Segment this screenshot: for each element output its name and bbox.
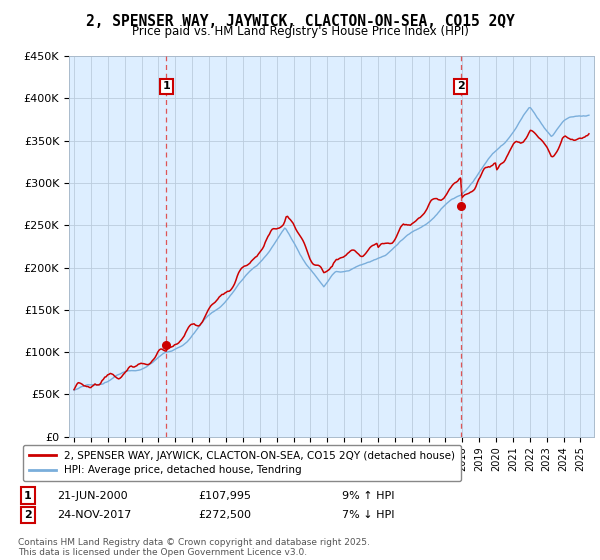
Text: 1: 1 — [163, 81, 170, 91]
Text: 21-JUN-2000: 21-JUN-2000 — [57, 491, 128, 501]
Text: 1: 1 — [24, 491, 32, 501]
Text: £272,500: £272,500 — [198, 510, 251, 520]
Text: 9% ↑ HPI: 9% ↑ HPI — [342, 491, 395, 501]
Text: Price paid vs. HM Land Registry's House Price Index (HPI): Price paid vs. HM Land Registry's House … — [131, 25, 469, 38]
Text: Contains HM Land Registry data © Crown copyright and database right 2025.
This d: Contains HM Land Registry data © Crown c… — [18, 538, 370, 557]
Text: 2: 2 — [24, 510, 32, 520]
Text: 2: 2 — [457, 81, 464, 91]
Text: 24-NOV-2017: 24-NOV-2017 — [57, 510, 131, 520]
Text: 2, SPENSER WAY, JAYWICK, CLACTON-ON-SEA, CO15 2QY: 2, SPENSER WAY, JAYWICK, CLACTON-ON-SEA,… — [86, 14, 514, 29]
Text: £107,995: £107,995 — [198, 491, 251, 501]
Text: 7% ↓ HPI: 7% ↓ HPI — [342, 510, 395, 520]
Legend: 2, SPENSER WAY, JAYWICK, CLACTON-ON-SEA, CO15 2QY (detached house), HPI: Average: 2, SPENSER WAY, JAYWICK, CLACTON-ON-SEA,… — [23, 445, 461, 482]
